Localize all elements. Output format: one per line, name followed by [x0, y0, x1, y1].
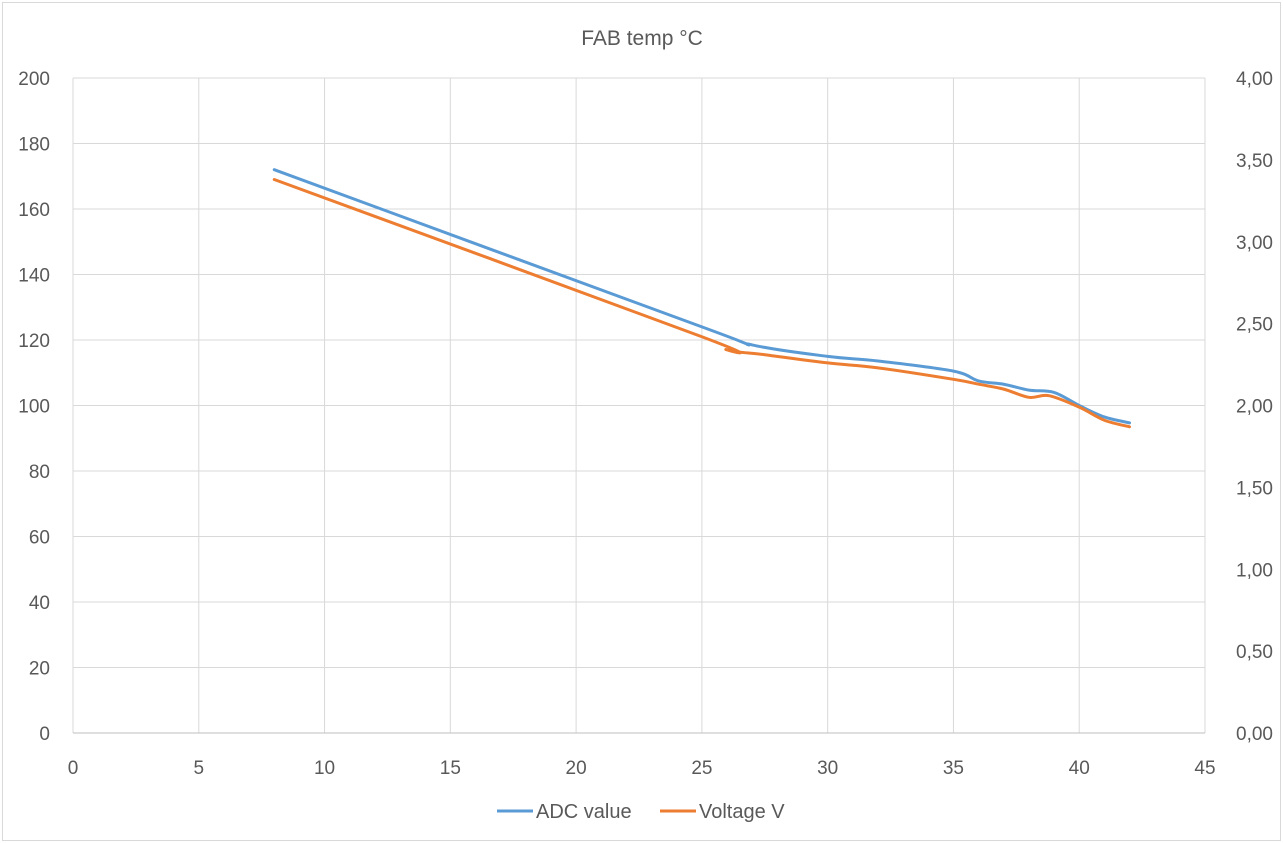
y-right-tick-label: 2,00	[1236, 397, 1273, 418]
chart-title: FAB temp °C	[581, 27, 703, 50]
y-right-tick-label: 4,00	[1236, 69, 1273, 90]
legend-label: Voltage V	[699, 801, 785, 823]
x-tick-label: 0	[68, 758, 79, 779]
x-tick-label: 30	[817, 758, 838, 779]
y-right-tick-label: 0,50	[1236, 642, 1273, 663]
y-right-tick-label: 3,00	[1236, 233, 1273, 254]
y-left-tick-label: 200	[18, 69, 50, 90]
y-left-tick-label: 180	[18, 135, 50, 156]
y-left-tick-label: 80	[29, 462, 50, 483]
x-tick-label: 25	[691, 758, 712, 779]
y-right-tick-label: 2,50	[1236, 315, 1273, 336]
y-left-tick-label: 60	[29, 528, 50, 549]
y-left-tick-label: 120	[18, 331, 50, 352]
legend: ADC value Voltage V	[497, 801, 785, 823]
series-line-adc	[272, 168, 1132, 425]
series-line-voltage	[272, 178, 1132, 429]
y-left-tick-label: 160	[18, 200, 50, 221]
y-right-tick-label: 1,50	[1236, 478, 1273, 499]
y-left-tick-label: 20	[29, 659, 50, 680]
x-tick-label: 20	[566, 758, 587, 779]
y-left-tick-label: 100	[18, 397, 50, 418]
x-tick-label: 5	[193, 758, 204, 779]
y-left-tick-label: 140	[18, 266, 50, 287]
x-tick-label: 35	[943, 758, 964, 779]
y-right-tick-label: 3,50	[1236, 151, 1273, 172]
x-tick-label: 10	[314, 758, 335, 779]
x-tick-label: 40	[1069, 758, 1090, 779]
y-right-tick-label: 0,00	[1236, 724, 1273, 745]
y-right-tick-label: 1,00	[1236, 560, 1273, 581]
legend-label: ADC value	[536, 801, 632, 823]
y-left-tick-label: 40	[29, 593, 50, 614]
x-tick-label: 15	[440, 758, 461, 779]
y-left-tick-label: 0	[39, 724, 50, 745]
x-tick-label: 45	[1194, 758, 1215, 779]
